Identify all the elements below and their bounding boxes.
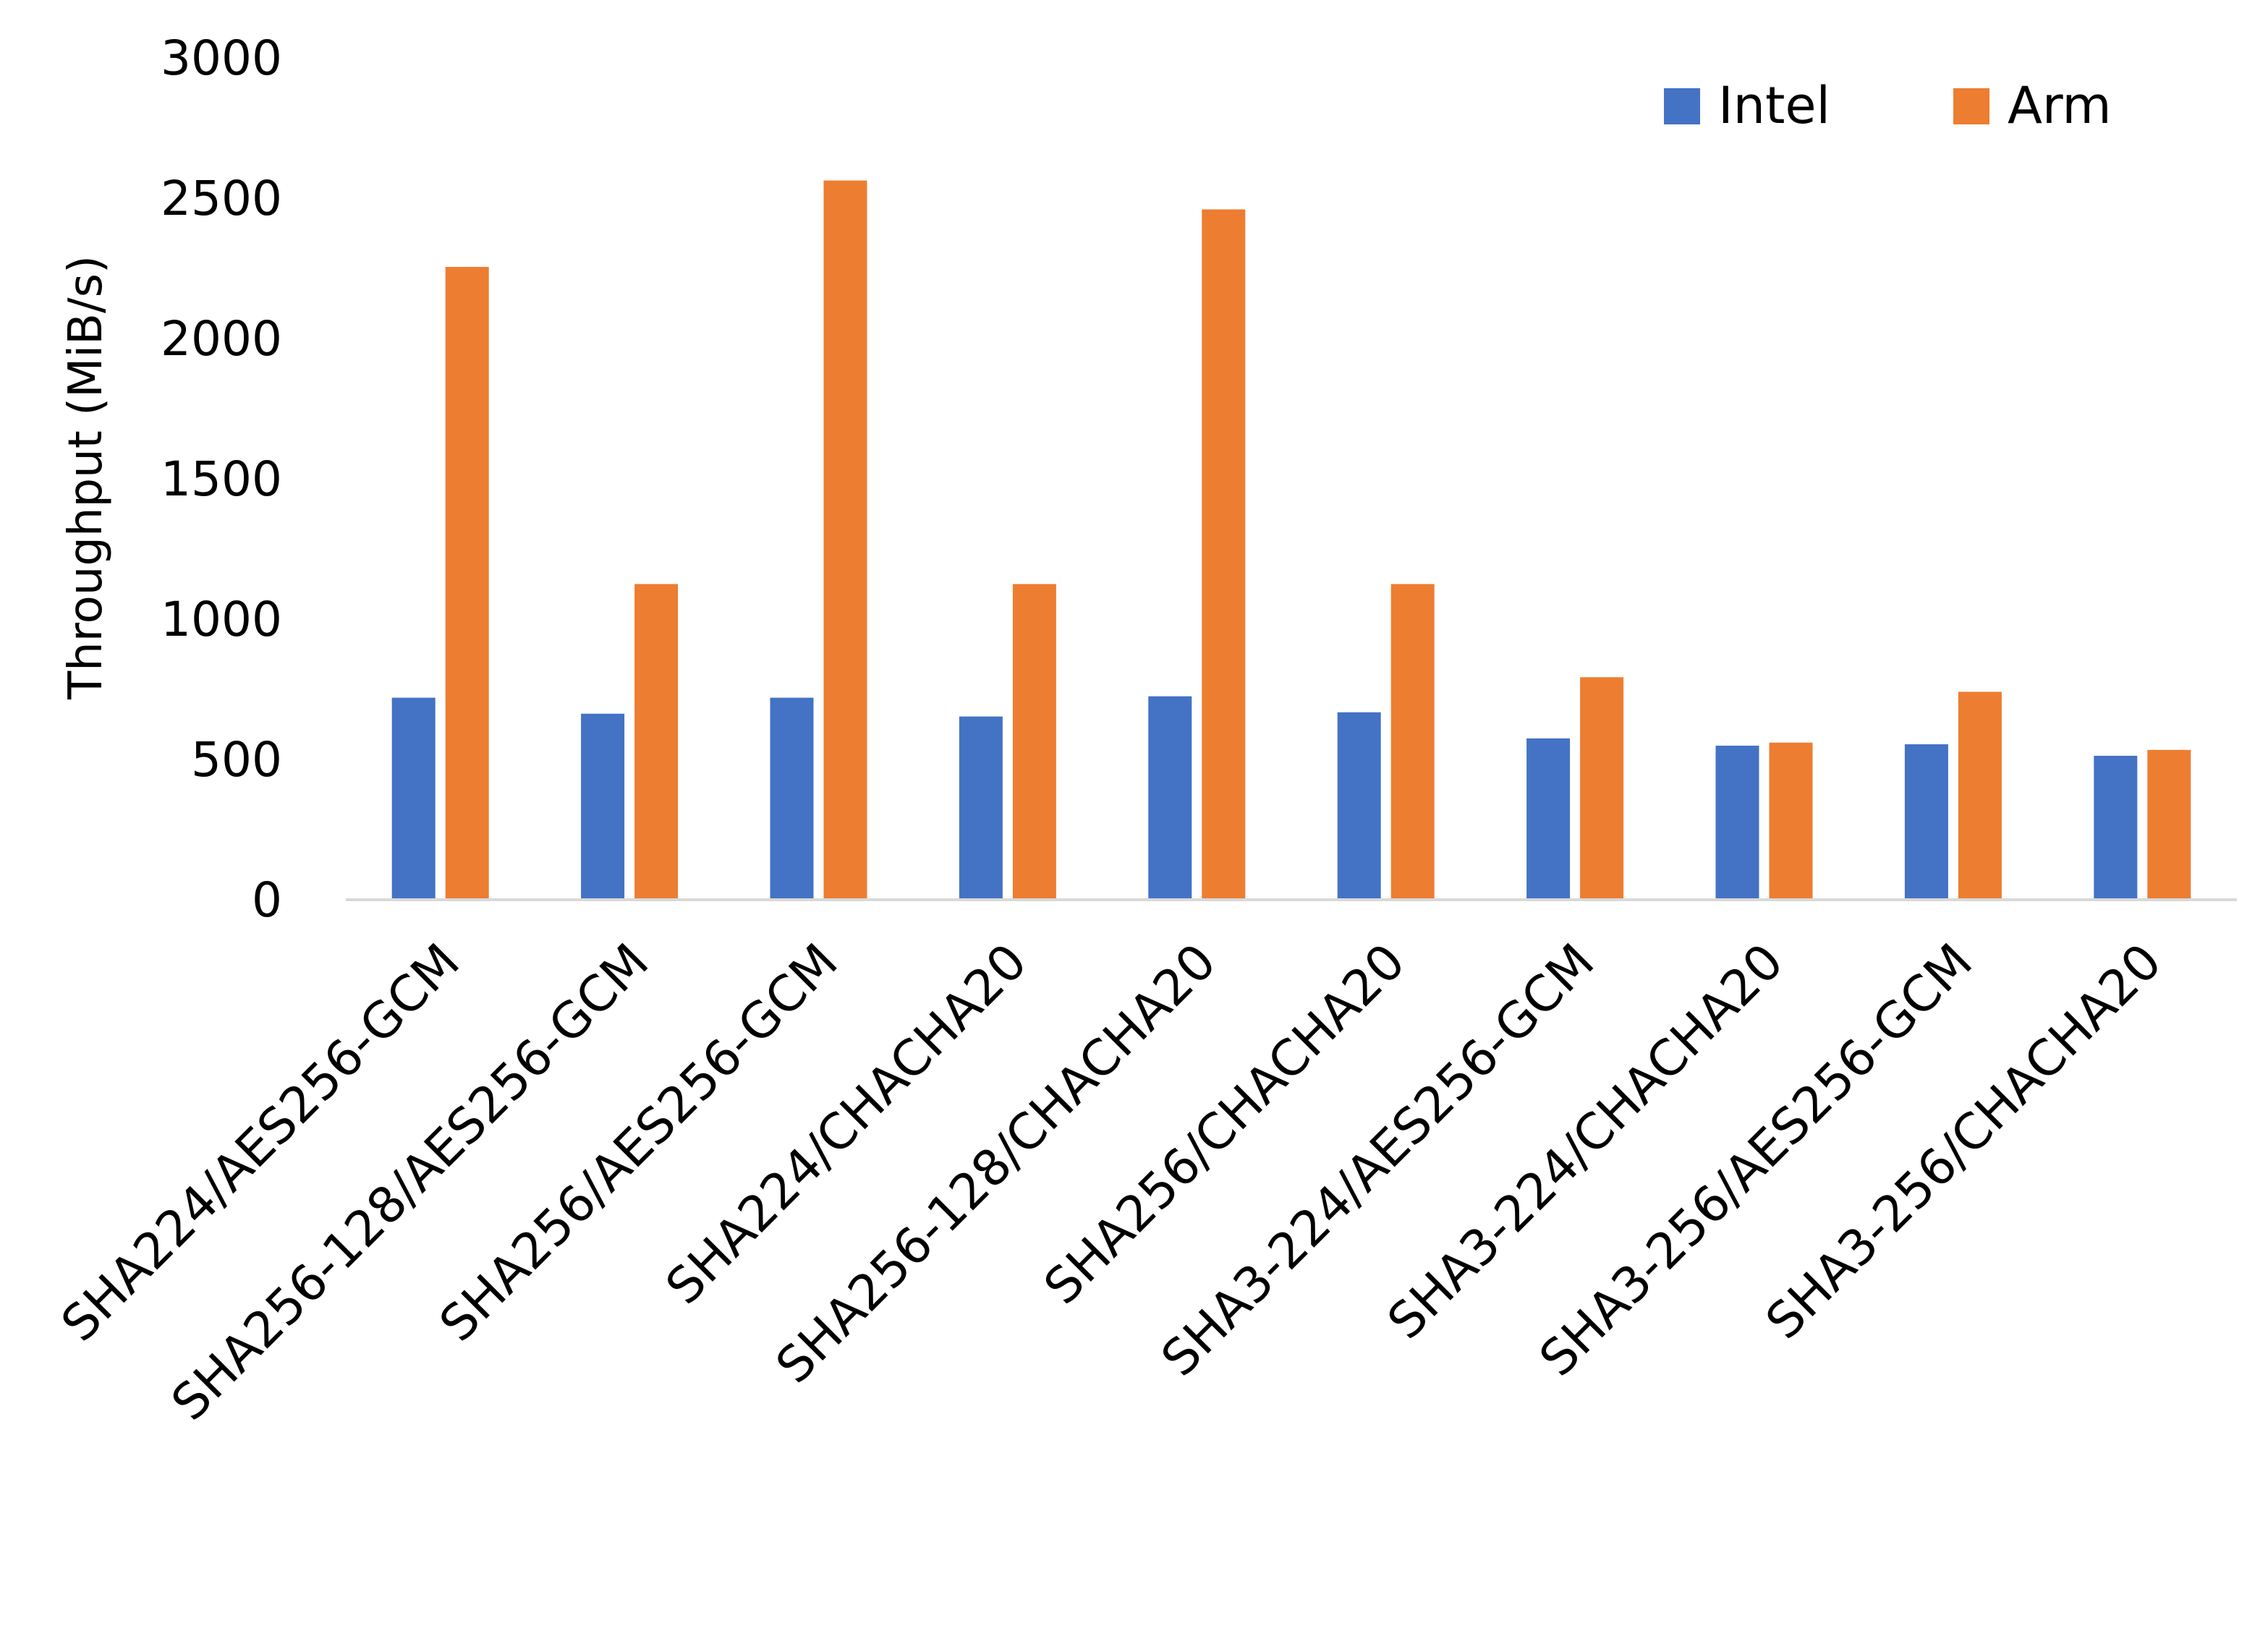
- bar-intel-3: [959, 716, 1003, 900]
- x-category-label: SHA256/CHACHA20: [1034, 933, 1417, 1316]
- x-category-label: SHA256/AES256-GCM: [429, 933, 849, 1353]
- bar-arm-6: [1580, 677, 1624, 900]
- bar-arm-7: [1769, 742, 1813, 900]
- bar-arm-1: [634, 584, 679, 900]
- bar-arm-9: [2147, 749, 2191, 900]
- y-tick-label: 3000: [161, 30, 282, 86]
- bar-intel-8: [1904, 744, 1948, 900]
- legend-swatch-intel: [1664, 88, 1700, 124]
- x-category-label: SHA3-224/CHACHA20: [1377, 933, 1795, 1350]
- bar-intel-5: [1337, 712, 1381, 900]
- x-category-label: SHA224/AES256-GCM: [51, 933, 470, 1353]
- legend-label-intel: Intel: [1718, 76, 1830, 135]
- y-tick-label: 2500: [161, 171, 282, 226]
- x-category-label: SHA3-256/CHACHA20: [1755, 933, 2173, 1350]
- bar-arm-4: [1202, 209, 1246, 900]
- y-axis-label: Throughput (MiB/s): [59, 255, 113, 700]
- bar-arm-3: [1012, 584, 1056, 900]
- bar-intel-9: [2094, 755, 2138, 900]
- y-tick-label: 0: [252, 872, 282, 928]
- y-tick-label: 2000: [161, 311, 282, 367]
- bar-arm-2: [823, 180, 867, 900]
- bar-arm-8: [1958, 691, 2002, 900]
- bar-arm-0: [445, 267, 489, 900]
- bar-intel-1: [581, 713, 625, 900]
- y-tick-label: 500: [191, 732, 282, 788]
- legend-label-arm: Arm: [2008, 76, 2112, 135]
- y-tick-label: 1000: [161, 592, 282, 647]
- bar-arm-5: [1390, 584, 1435, 900]
- bar-intel-4: [1148, 696, 1192, 900]
- bar-intel-2: [770, 697, 814, 900]
- bar-intel-7: [1715, 745, 1759, 900]
- x-category-label: SHA224/CHACHA20: [655, 933, 1038, 1316]
- legend-swatch-arm: [1953, 88, 1989, 124]
- bar-intel-6: [1526, 738, 1571, 900]
- bar-intel-0: [391, 697, 436, 900]
- y-tick-label: 1500: [161, 451, 282, 507]
